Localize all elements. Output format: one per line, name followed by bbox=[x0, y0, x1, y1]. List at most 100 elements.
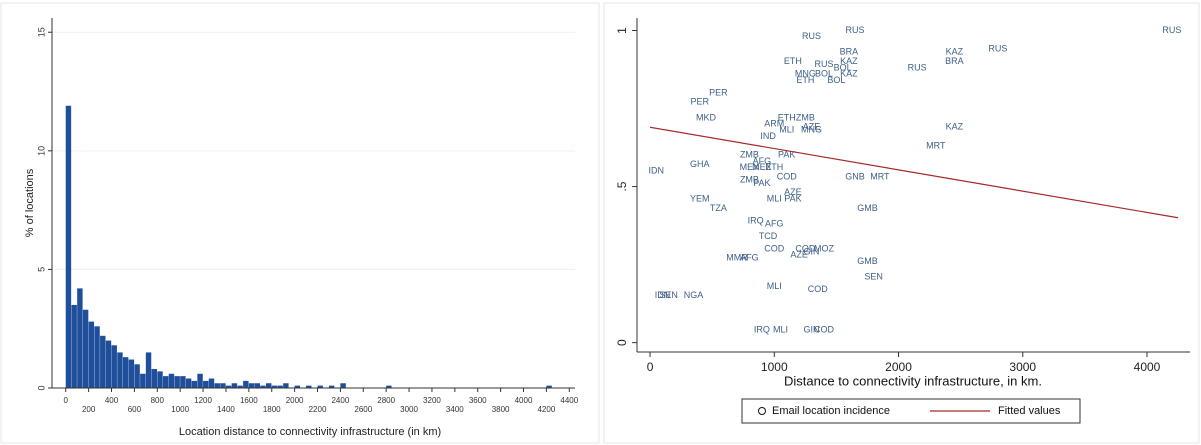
point-label: AZE bbox=[803, 122, 821, 132]
legend-box bbox=[741, 398, 1081, 424]
point-label: RUS bbox=[846, 25, 865, 35]
bar bbox=[386, 385, 392, 388]
point-label: NGA bbox=[684, 290, 704, 300]
x-tick-label: 3800 bbox=[492, 405, 510, 414]
bar bbox=[197, 373, 203, 388]
bar bbox=[546, 385, 552, 388]
bar bbox=[111, 345, 117, 388]
point-label: MNG bbox=[795, 69, 816, 79]
x-tick-label: 3000 bbox=[400, 405, 418, 414]
point-label: AFG bbox=[740, 253, 759, 263]
x-tick-label: 1400 bbox=[217, 405, 235, 414]
x-axis-label: Distance to connectivity infrastructure,… bbox=[784, 373, 1042, 388]
bar bbox=[151, 369, 157, 388]
bar bbox=[88, 321, 95, 388]
x-tick-label: 1800 bbox=[263, 405, 281, 414]
point-label: AZE bbox=[790, 250, 808, 260]
point-label: GNB bbox=[845, 172, 865, 182]
y-tick-label: 5 bbox=[36, 267, 46, 272]
bar bbox=[82, 309, 89, 388]
x-tick-label: 4000 bbox=[515, 396, 533, 405]
point-label: ARM bbox=[764, 119, 784, 129]
bar bbox=[328, 385, 335, 388]
point-label: AFG bbox=[753, 156, 772, 166]
bar bbox=[122, 357, 129, 388]
x-tick-label: 1000 bbox=[761, 360, 788, 374]
x-tick-label: 400 bbox=[105, 396, 119, 405]
point-label: RUS bbox=[814, 59, 833, 69]
point-label: MMR bbox=[726, 253, 748, 263]
x-tick-label: 2600 bbox=[354, 405, 372, 414]
point-label: ZMB bbox=[740, 150, 759, 160]
point-label: RUS bbox=[988, 44, 1007, 54]
y-tick-label: 0 bbox=[36, 385, 46, 390]
point-label: BOL bbox=[834, 62, 852, 72]
bar bbox=[317, 385, 323, 388]
point-label: IRQ bbox=[748, 215, 764, 225]
legend-label: Email location incidence bbox=[772, 405, 890, 417]
point-label: MOZ bbox=[814, 243, 834, 253]
y-tick-label: 1 bbox=[615, 27, 629, 34]
point-label: MLI bbox=[779, 125, 794, 135]
bar bbox=[128, 359, 135, 388]
bar bbox=[237, 385, 243, 388]
x-tick-label: 1600 bbox=[240, 396, 258, 405]
point-label: MEX bbox=[752, 162, 772, 172]
bar bbox=[145, 352, 152, 388]
legend-marker bbox=[758, 407, 766, 415]
y-tick-label: 10 bbox=[36, 146, 46, 156]
point-label: RUS bbox=[1162, 25, 1181, 35]
point-label: COD bbox=[795, 243, 816, 253]
x-tick-label: 4200 bbox=[537, 405, 555, 414]
point-label: TCD bbox=[759, 231, 778, 241]
point-label: IDN bbox=[655, 290, 671, 300]
point-label: GMB bbox=[857, 203, 878, 213]
x-tick-label: 3400 bbox=[446, 405, 464, 414]
point-label: SEN bbox=[864, 271, 883, 281]
point-label: BOL bbox=[815, 69, 833, 79]
bar bbox=[208, 378, 215, 388]
point-label: PER bbox=[709, 87, 728, 97]
point-label: AFG bbox=[765, 218, 784, 228]
point-label: GHA bbox=[690, 159, 710, 169]
bar bbox=[185, 378, 192, 388]
point-label: MKD bbox=[696, 112, 717, 122]
point-label: TZA bbox=[710, 203, 727, 213]
bar bbox=[65, 105, 72, 388]
point-label: RUS bbox=[908, 62, 927, 72]
bar bbox=[140, 373, 146, 388]
point-label: COD bbox=[814, 325, 835, 335]
x-tick-label: 3600 bbox=[469, 396, 487, 405]
point-label: PAK bbox=[753, 178, 770, 188]
point-label: MRT bbox=[870, 172, 890, 182]
bar bbox=[254, 383, 260, 388]
bar bbox=[174, 376, 180, 388]
point-label: BOL bbox=[827, 75, 845, 85]
point-label: MLI bbox=[767, 281, 782, 291]
bar bbox=[243, 380, 249, 388]
plot-area bbox=[52, 18, 575, 388]
bar bbox=[231, 383, 238, 388]
point-label: GIN bbox=[804, 325, 820, 335]
point-label: MRT bbox=[926, 140, 946, 150]
x-tick-label: 2200 bbox=[309, 405, 327, 414]
point-label: ETH bbox=[796, 75, 814, 85]
bar bbox=[77, 288, 83, 388]
bar bbox=[71, 304, 77, 388]
bar bbox=[163, 376, 169, 388]
point-label: MEX bbox=[740, 162, 760, 172]
y-axis-label: % of locations bbox=[24, 168, 36, 237]
x-tick-label: 4000 bbox=[1134, 360, 1161, 374]
x-tick-label: 0 bbox=[64, 396, 69, 405]
point-label: GMB bbox=[857, 256, 878, 266]
bar bbox=[214, 383, 220, 388]
bar bbox=[105, 340, 112, 388]
x-tick-label: 2800 bbox=[377, 396, 395, 405]
bar bbox=[100, 335, 106, 388]
y-tick-label: 0 bbox=[615, 339, 629, 346]
x-tick-label: 1200 bbox=[194, 396, 212, 405]
y-tick-label: .5 bbox=[615, 181, 629, 191]
x-tick-label: 3200 bbox=[423, 396, 441, 405]
point-label: KAZ bbox=[946, 47, 964, 57]
point-label: MLI bbox=[767, 193, 782, 203]
